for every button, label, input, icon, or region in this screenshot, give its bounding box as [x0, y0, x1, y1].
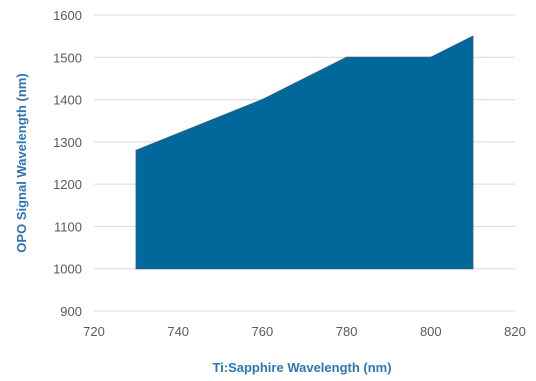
x-tick-label: 740	[167, 324, 189, 339]
series-layer	[135, 35, 474, 270]
x-tick-label: 820	[504, 324, 526, 339]
x-tick-label: 780	[336, 324, 358, 339]
y-axis-title: OPO Signal Wavelength (nm)	[14, 73, 29, 252]
x-tick-label: 800	[420, 324, 442, 339]
y-tick-label: 900	[60, 304, 82, 319]
y-tick-label: 1300	[53, 135, 82, 150]
y-axis-ticks: 900 1000 1100 1200 1300 1400 1500 1600	[53, 8, 82, 319]
y-tick-label: 1400	[53, 93, 82, 108]
area-series-0	[135, 35, 474, 270]
x-tick-label: 760	[252, 324, 274, 339]
y-tick-label: 1100	[54, 219, 82, 234]
x-axis-ticks: 720 740 760 780 800 820	[83, 324, 526, 339]
y-tick-label: 1200	[53, 177, 82, 192]
x-axis-title: Ti:Sapphire Wavelength (nm)	[212, 360, 391, 375]
y-tick-label: 1600	[53, 8, 82, 23]
y-tick-label: 1500	[53, 50, 82, 65]
y-tick-label: 1000	[53, 262, 82, 277]
x-tick-label: 720	[83, 324, 105, 339]
